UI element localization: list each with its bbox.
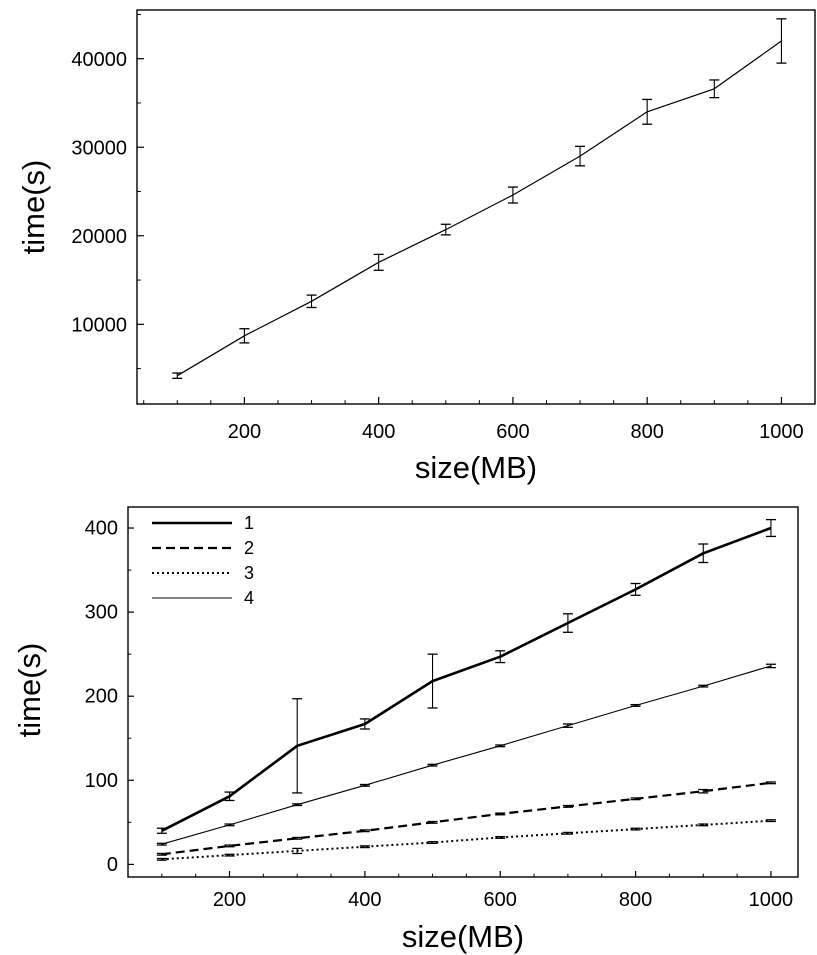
error-bar — [440, 223, 451, 236]
error-bar — [172, 372, 183, 379]
error-bar — [562, 613, 573, 633]
error-bar — [224, 853, 235, 857]
error-bar — [427, 763, 438, 767]
x-tick-label: 1000 — [759, 421, 804, 443]
y-axis-title: time(s) — [16, 160, 51, 255]
series-line-4 — [161, 665, 772, 845]
error-bar — [292, 847, 303, 855]
error-bar — [292, 698, 303, 794]
error-bar — [427, 653, 438, 709]
x-axis-title: size(MB) — [415, 450, 537, 485]
error-bar — [698, 788, 709, 794]
x-tick-label: 600 — [484, 889, 517, 911]
y-tick-label: 10000 — [71, 315, 127, 337]
error-bar — [698, 823, 709, 827]
error-bar — [776, 18, 787, 64]
y-tick-label: 0 — [107, 854, 118, 876]
error-bar — [306, 294, 317, 309]
error-bar — [156, 827, 167, 834]
legend-label: 2 — [244, 538, 254, 558]
series-line-3 — [161, 819, 771, 861]
error-bar — [359, 845, 370, 849]
y-tick-label: 400 — [85, 518, 118, 540]
error-bar — [495, 650, 506, 664]
error-bar — [630, 827, 641, 831]
x-tick-label: 200 — [228, 421, 261, 443]
y-tick-label: 40000 — [71, 49, 127, 71]
x-tick-label: 400 — [362, 421, 395, 443]
plot-frame — [127, 506, 799, 878]
error-bar — [562, 804, 573, 808]
error-bar — [575, 145, 586, 167]
x-tick-label: 600 — [496, 421, 529, 443]
error-bar — [630, 582, 641, 596]
y-tick-label: 300 — [85, 602, 118, 624]
error-bar — [698, 684, 709, 688]
legend: 1 2 3 4 — [152, 513, 254, 608]
chart-panel-1: 200 400 600 800 1000 10000 20000 30000 40000 size… — [16, 9, 816, 485]
chart-panel-2: 200 400 600 800 1000 0 100 200 300 400 size(MB) tim… — [12, 506, 799, 954]
error-bar — [765, 663, 776, 669]
error-bar — [156, 852, 167, 856]
error-bar — [224, 844, 235, 848]
y-tick-label: 20000 — [71, 226, 127, 248]
x-axis-title: size(MB) — [402, 919, 524, 954]
error-bar — [224, 791, 235, 802]
legend-label: 4 — [244, 588, 254, 608]
x-tick-label: 800 — [619, 889, 652, 911]
error-bar — [427, 820, 438, 824]
error-bar — [359, 718, 370, 730]
error-bar — [562, 831, 573, 835]
y-axis-title: time(s) — [12, 643, 47, 738]
series-line-1 — [176, 40, 782, 377]
error-bar — [239, 328, 250, 344]
error-bar — [495, 812, 506, 816]
y-tick-label: 30000 — [71, 137, 127, 159]
error-bar — [359, 829, 370, 833]
error-bar — [156, 842, 167, 846]
error-bar — [373, 253, 384, 271]
error-bar — [642, 98, 653, 125]
x-tick-label: 400 — [348, 889, 381, 911]
error-bar — [224, 823, 235, 827]
x-tick-label: 1000 — [749, 889, 794, 911]
error-bar — [630, 797, 641, 801]
y-tick-label: 200 — [85, 686, 118, 708]
legend-label: 1 — [244, 513, 254, 533]
x-tick-label: 200 — [213, 889, 246, 911]
legend-label: 3 — [244, 563, 254, 583]
error-bar — [765, 781, 776, 785]
error-bar — [698, 543, 709, 564]
error-bar — [630, 703, 641, 707]
error-bar — [562, 723, 573, 728]
error-bar — [709, 79, 720, 99]
error-bar — [495, 744, 506, 748]
x-tick-label: 800 — [630, 421, 663, 443]
error-bar — [156, 857, 167, 861]
plot-frame — [136, 9, 816, 405]
error-bar — [765, 518, 776, 538]
error-bar — [495, 835, 506, 839]
error-bar — [292, 803, 303, 807]
error-bar — [507, 186, 518, 204]
series-line-1 — [161, 526, 772, 832]
series-line-2 — [161, 781, 772, 856]
error-bar — [765, 819, 776, 823]
y-tick-label: 100 — [85, 770, 118, 792]
error-bar — [427, 841, 438, 845]
error-bar — [359, 783, 370, 787]
error-bar — [292, 836, 303, 840]
